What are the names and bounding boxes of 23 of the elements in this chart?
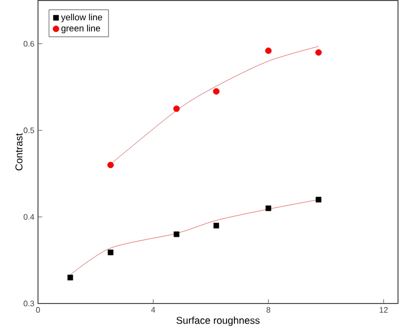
point <box>174 232 180 238</box>
point <box>315 49 322 56</box>
y-tick-label: 0.4 <box>24 214 34 220</box>
point <box>67 274 74 281</box>
point <box>265 48 272 54</box>
x-tick-label: 12 <box>380 307 388 313</box>
x-tick-label: 0 <box>36 307 40 313</box>
legend-label: yellow line <box>61 14 102 22</box>
point <box>173 106 180 112</box>
legend-label: green line <box>61 25 100 34</box>
y-tick-label: 0.6 <box>24 41 34 47</box>
point <box>213 223 220 229</box>
point <box>108 250 114 256</box>
point <box>266 206 272 212</box>
y-tick-label: 0.5 <box>24 128 34 134</box>
y-axis-title: Contrast <box>15 133 22 171</box>
x-tick-label: 8 <box>266 307 270 313</box>
point <box>316 197 322 203</box>
y-tick-label: 0.3 <box>24 300 34 307</box>
x-tick-label: 4 <box>151 307 156 313</box>
x-axis-title: Surface roughness <box>176 316 260 326</box>
point <box>213 88 220 95</box>
point <box>107 162 114 168</box>
